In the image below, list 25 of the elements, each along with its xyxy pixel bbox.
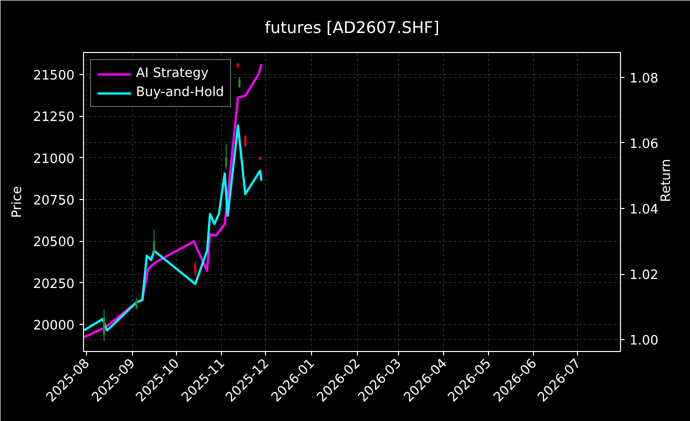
y2-axis-title: Return (658, 158, 674, 202)
y-tick-label: 20000 (33, 318, 75, 334)
candlestick (194, 262, 196, 277)
candlestick (135, 297, 138, 310)
y-tick-label: 21250 (33, 110, 75, 126)
y-tick-label: 20500 (33, 235, 75, 250)
y2-tick-label: 1.06 (630, 136, 658, 152)
y-tick-label: 20250 (33, 276, 75, 292)
legend-label: AI Strategy (136, 66, 209, 81)
y-tick-label: 20750 (33, 194, 75, 208)
y2-tick-label: 1.04 (630, 202, 658, 218)
candlestick (225, 144, 228, 170)
legend-label: Buy-and-Hold (136, 85, 224, 100)
chart-title: futures [AD2607.SHF] (264, 18, 440, 37)
y-tick-label: 21000 (33, 152, 75, 167)
candlestick (102, 309, 106, 342)
candlestick (238, 76, 241, 88)
y-tick-label: 21500 (33, 68, 75, 84)
candlestick (153, 229, 156, 255)
y-axis-title: Price (10, 186, 26, 218)
y2-tick-label: 1.08 (630, 71, 658, 86)
y2-tick-label: 1.00 (630, 334, 658, 349)
y2-tick-label: 1.02 (630, 268, 658, 284)
line-series (84, 62, 263, 338)
candlestick (244, 134, 246, 148)
